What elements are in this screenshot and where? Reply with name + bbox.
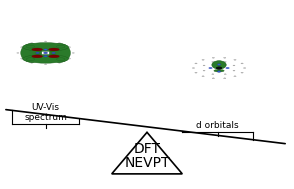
Ellipse shape — [212, 78, 214, 79]
Ellipse shape — [44, 52, 48, 54]
Polygon shape — [112, 132, 182, 174]
Ellipse shape — [233, 65, 235, 66]
Ellipse shape — [32, 48, 43, 51]
Ellipse shape — [203, 65, 205, 66]
Ellipse shape — [216, 67, 222, 69]
Ellipse shape — [212, 61, 226, 69]
Ellipse shape — [195, 63, 197, 64]
Ellipse shape — [234, 76, 236, 77]
Ellipse shape — [32, 55, 43, 58]
Ellipse shape — [202, 76, 204, 77]
Ellipse shape — [31, 62, 33, 63]
Ellipse shape — [21, 58, 23, 59]
Text: d orbitals: d orbitals — [196, 121, 239, 130]
Ellipse shape — [226, 67, 229, 69]
Ellipse shape — [49, 43, 71, 62]
Ellipse shape — [59, 62, 61, 63]
Ellipse shape — [202, 59, 204, 60]
Ellipse shape — [44, 41, 47, 42]
Ellipse shape — [56, 58, 65, 60]
Ellipse shape — [241, 63, 243, 64]
Ellipse shape — [195, 72, 197, 73]
Ellipse shape — [212, 61, 214, 62]
Ellipse shape — [49, 48, 59, 51]
Ellipse shape — [224, 57, 226, 58]
Ellipse shape — [44, 56, 47, 57]
Ellipse shape — [233, 70, 235, 71]
Ellipse shape — [224, 74, 226, 75]
Ellipse shape — [209, 67, 212, 69]
Ellipse shape — [224, 61, 226, 62]
Ellipse shape — [23, 43, 69, 51]
Ellipse shape — [44, 64, 47, 65]
Ellipse shape — [217, 64, 221, 65]
Ellipse shape — [44, 49, 47, 50]
Ellipse shape — [234, 59, 236, 60]
Text: UV-Vis
spectrum: UV-Vis spectrum — [24, 102, 67, 122]
Ellipse shape — [212, 74, 214, 75]
Ellipse shape — [26, 58, 35, 60]
Ellipse shape — [21, 47, 23, 48]
Ellipse shape — [26, 45, 35, 48]
Ellipse shape — [69, 58, 71, 59]
Ellipse shape — [241, 72, 243, 73]
Ellipse shape — [36, 52, 39, 54]
Ellipse shape — [224, 78, 226, 79]
Ellipse shape — [203, 70, 205, 71]
Ellipse shape — [217, 71, 221, 72]
Text: DFT: DFT — [133, 142, 161, 156]
Ellipse shape — [23, 54, 69, 63]
Text: NEVPT: NEVPT — [124, 156, 170, 170]
Ellipse shape — [21, 43, 42, 62]
Ellipse shape — [56, 45, 65, 48]
Ellipse shape — [52, 52, 55, 54]
Ellipse shape — [49, 55, 59, 58]
Ellipse shape — [69, 47, 71, 48]
Ellipse shape — [214, 69, 224, 72]
Ellipse shape — [212, 57, 214, 58]
